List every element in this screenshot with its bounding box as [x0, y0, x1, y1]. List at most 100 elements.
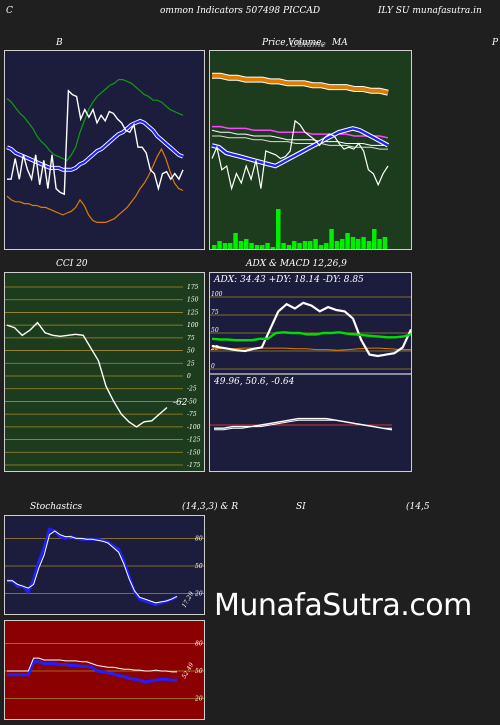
price-title-b: Volume,: [288, 38, 325, 48]
cci-tick-label: 125: [187, 309, 199, 316]
signal-series-line: [214, 419, 392, 431]
volume-bar: [233, 233, 238, 249]
volume-bar: [292, 241, 297, 249]
volume-bar: [286, 245, 292, 249]
stoch-tick-label: 50: [195, 563, 203, 570]
upper-series-line: [6, 79, 184, 162]
volume-bar: [372, 229, 377, 249]
ma-pink-series-line: [212, 125, 389, 139]
header-right: ILY SU munafasutra.in: [378, 6, 482, 16]
ma-white-2-series-line: [212, 135, 388, 150]
cci-tick-label: 25: [186, 360, 195, 367]
volume-bar: [308, 241, 313, 249]
price-title-c: MA: [332, 38, 348, 48]
cci-tick-label: -25: [187, 386, 197, 393]
ma-blue-series-line: [211, 127, 389, 168]
cci-tick-label: -50: [187, 398, 197, 405]
price-title-a: Price,: [262, 38, 289, 48]
volume-bar: [313, 239, 318, 249]
rsi-panel: 80 50 20 52.49: [4, 620, 205, 720]
rsi-tick-label: 50: [195, 668, 203, 675]
adx-tick-label: 100: [211, 291, 223, 298]
volume-bar: [238, 241, 244, 249]
volume-bar: [260, 245, 265, 249]
header-center: ommon Indicators 507498 PICCAD: [160, 6, 321, 16]
cci-tick-label: 75: [187, 335, 195, 342]
stoch-title-a: Stochastics: [30, 502, 83, 512]
cci-series-line: [6, 321, 168, 428]
cci-tick-label: 175: [187, 284, 199, 291]
volume-bar: [382, 237, 388, 249]
stoch-panel: 80 50 20 17.29: [4, 515, 205, 615]
rsi-series-line: [7, 660, 177, 684]
volume-bar: [212, 245, 217, 249]
price-title-d: Ublume: [290, 40, 326, 50]
adx-panel: 100 75 50 25 0: [209, 272, 412, 472]
volume-bar: [297, 243, 302, 249]
cci-tick-label: -100: [187, 424, 201, 431]
macd-values: 49.96, 50.6, -0.64: [214, 377, 295, 387]
di-orange-series-line: [212, 347, 411, 351]
cci-chart: 175 150 125 100 75 50 25 0 -25 -50 -75 -100 -125 -150…: [5, 284, 201, 469]
stoch-tick-label: 20: [194, 591, 203, 598]
volume-bar: [281, 243, 286, 249]
di-white-series-line: [211, 301, 411, 358]
volume-bar: [361, 237, 366, 249]
d-series-line: [7, 530, 178, 604]
watermark: MunafaSutra.com: [214, 588, 472, 623]
volume-bar: [340, 239, 345, 249]
cci-tick-label: 150: [187, 297, 199, 304]
stoch-title-c: SI: [296, 502, 306, 512]
volume-bar: [329, 229, 334, 249]
adx-series-line: [211, 331, 411, 342]
cci-tick-label: 0: [187, 373, 191, 380]
volume-bar: [217, 241, 222, 249]
volume-bar: [254, 245, 260, 249]
volume-bar: [345, 233, 350, 249]
adx-title: ADX & MACD 12,26,9: [246, 259, 347, 269]
bollinger-panel: [4, 50, 205, 250]
cci-panel: 175 150 125 100 75 50 25 0 -25 -50 -75 -100 -125 -150…: [4, 272, 205, 472]
volume-bar: [265, 243, 270, 249]
lower-series-line: [6, 147, 184, 223]
cci-tick-label: -75: [187, 411, 197, 418]
middle-glow: [6, 118, 184, 172]
volume-bar: [228, 243, 233, 249]
volume-bar: [222, 243, 228, 249]
volume-bar: [276, 209, 281, 249]
volume-bar: [334, 241, 340, 249]
stoch-title-b: (14,3,3) & R: [182, 502, 239, 512]
adx-tick-label: 50: [211, 327, 219, 334]
price-series-line: [211, 119, 389, 191]
volume-bar: [270, 247, 276, 249]
rsi-tick-label: 20: [194, 696, 203, 703]
volume-bar: [244, 239, 249, 249]
volume-bar: [324, 243, 329, 249]
cci-title: CCI 20: [56, 259, 88, 269]
adx-tick-label: 0: [211, 363, 215, 370]
price-edge-label: P: [492, 38, 499, 48]
cci-tick-label: 50: [187, 348, 195, 355]
cci-tick-label: -175: [187, 462, 201, 469]
stoch-tick-label: 80: [195, 535, 203, 542]
cci-last-label: -62: [173, 398, 188, 408]
price-panel: [209, 50, 412, 250]
volume-bar: [377, 239, 382, 249]
price-series-line: [7, 89, 184, 196]
adx-values: ADX: 34.43 +DY: 18.14 -DY: 8.85: [214, 275, 364, 285]
volume-bar: [366, 241, 372, 249]
cci-tick-label: 100: [187, 322, 199, 329]
mfi-series-line: [7, 657, 177, 673]
bollinger-title: B: [56, 38, 63, 48]
header-left: C: [6, 6, 13, 16]
stoch-title-d: (14,5: [406, 502, 430, 512]
volume-bar: [249, 243, 254, 249]
band-top-series-line: [212, 73, 389, 95]
adx-tick-label: 75: [211, 309, 219, 316]
bollinger-chart: [6, 79, 184, 223]
rsi-tick-label: 80: [195, 640, 203, 647]
volume-bar: [350, 237, 356, 249]
